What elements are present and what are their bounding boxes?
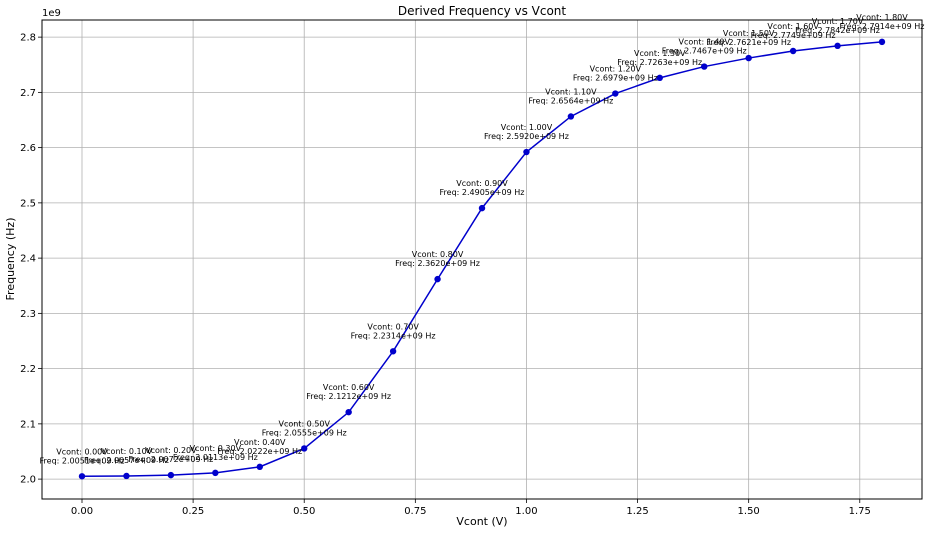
point-annotation-vcont: Vcont: 1.70V — [812, 17, 864, 26]
y-tick-label: 2.8 — [20, 33, 36, 44]
point-annotation-vcont: Vcont: 0.40V — [234, 438, 286, 447]
data-point — [78, 473, 86, 480]
y-tick-label: 2.0 — [20, 475, 36, 486]
chart-title: Derived Frequency vs Vcont — [398, 4, 567, 18]
point-annotation-freq: Freq: 2.0051e+09 Hz — [40, 456, 125, 465]
point-annotation-freq: Freq: 2.6979e+09 Hz — [573, 74, 658, 83]
data-point — [789, 47, 797, 55]
data-point — [167, 471, 175, 479]
point-annotation-freq: Freq: 2.2314e+09 Hz — [351, 331, 436, 340]
data-point — [434, 275, 441, 283]
data-point — [567, 113, 575, 120]
point-annotation-vcont: Vcont: 1.30V — [634, 49, 686, 58]
y-tick-label: 2.7 — [20, 88, 36, 99]
point-annotation-freq: Freq: 2.7263e+09 Hz — [617, 58, 702, 67]
plot-frame — [41, 19, 923, 500]
y-tick-label: 2.5 — [20, 198, 36, 209]
x-tick-label: 0.75 — [404, 506, 426, 517]
x-tick-label: 0.25 — [182, 506, 204, 517]
point-annotation-freq: Freq: 2.4905e+09 Hz — [440, 188, 525, 197]
point-annotation-vcont: Vcont: 1.00V — [501, 123, 553, 132]
point-annotation-freq: Freq: 2.5920e+09 Hz — [484, 132, 569, 141]
point-annotation-vcont: Vcont: 1.10V — [545, 87, 597, 96]
x-tick-label: 0.50 — [293, 506, 315, 517]
y-tick-label: 2.2 — [20, 364, 36, 375]
x-ticks: 0.00 0.25 0.50 0.75 1.00 1.25 1.50 1.75 — [71, 499, 871, 517]
y-tick-label: 2.6 — [20, 143, 36, 154]
data-point — [212, 469, 219, 477]
point-annotation-vcont: Vcont: 0.70V — [367, 322, 419, 331]
data-point — [878, 38, 886, 46]
x-tick-label: 0.00 — [71, 506, 93, 517]
series-layer — [78, 38, 886, 480]
grid-layer — [42, 20, 922, 499]
point-annotation-freq: Freq: 2.7914e+09 Hz — [840, 22, 925, 31]
data-point — [834, 42, 841, 50]
point-annotation-vcont: Vcont: 0.60V — [323, 383, 375, 392]
data-point — [523, 148, 530, 156]
y-tick-label: 2.3 — [20, 309, 36, 320]
point-annotation-freq: Freq: 2.3620e+09 Hz — [395, 259, 480, 268]
x-axis-label: Vcont (V) — [456, 515, 507, 528]
data-point — [389, 348, 397, 355]
point-annotation-freq: Freq: 2.6564e+09 Hz — [528, 96, 613, 105]
x-tick-label: 1.25 — [626, 506, 648, 517]
point-annotation-vcont: Vcont: 1.20V — [590, 65, 642, 74]
point-annotation-vcont: Vcont: 1.80V — [856, 13, 908, 22]
y-ticks: 2.0 2.1 2.2 2.3 2.4 2.5 2.6 2.7 2.8 — [20, 33, 42, 486]
point-annotation-vcont: Vcont: 1.40V — [678, 38, 730, 47]
point-annotation-freq: Freq: 2.7749e+09 Hz — [751, 31, 836, 40]
y-tick-label: 2.4 — [20, 254, 36, 265]
point-annotation-vcont: Vcont: 1.60V — [767, 22, 819, 31]
point-annotation-vcont: Vcont: 0.10V — [101, 447, 153, 456]
point-annotation-vcont: Vcont: 0.00V — [56, 447, 108, 456]
y-axis-label: Frequency (Hz) — [4, 218, 17, 301]
point-annotation-freq: Freq: 2.7621e+09 Hz — [706, 38, 791, 47]
point-annotation-vcont: Vcont: 0.80V — [412, 250, 464, 259]
y-offset-label: 1e9 — [42, 8, 61, 19]
data-point — [478, 204, 486, 212]
point-annotation-freq: Freq: 2.0072e+09 Hz — [128, 455, 213, 464]
point-annotation-freq: Freq: 2.7467e+09 Hz — [662, 47, 747, 56]
x-tick-label: 1.00 — [515, 506, 537, 517]
point-annotation-freq: Freq: 2.0057e+09 Hz — [84, 456, 169, 465]
data-point — [345, 408, 352, 416]
point-annotation-vcont: Vcont: 0.90V — [456, 179, 508, 188]
point-annotation-freq: Freq: 2.1212e+09 Hz — [306, 392, 391, 401]
data-point — [701, 63, 708, 70]
point-annotation-vcont: Vcont: 0.50V — [278, 419, 330, 428]
x-tick-label: 1.75 — [849, 506, 871, 517]
data-point — [612, 90, 619, 97]
series-line — [81, 41, 883, 478]
point-annotation-freq: Freq: 2.0113e+09 Hz — [173, 453, 258, 462]
data-point — [301, 445, 308, 452]
x-tick-label: 1.50 — [738, 506, 760, 517]
point-annotation-vcont: Vcont: 1.50V — [723, 29, 775, 38]
point-annotation-vcont: Vcont: 0.30V — [190, 444, 242, 453]
data-point — [123, 472, 130, 480]
y-tick-label: 2.1 — [20, 419, 36, 430]
point-annotation-vcont: Vcont: 0.20V — [145, 446, 197, 455]
data-point — [256, 463, 263, 471]
point-annotation-freq: Freq: 2.7842e+09 Hz — [795, 26, 880, 35]
data-point — [656, 74, 663, 82]
data-point — [745, 54, 752, 62]
point-annotation-freq: Freq: 2.0222e+09 Hz — [217, 447, 302, 456]
point-annotation-freq: Freq: 2.0555e+09 Hz — [262, 428, 347, 437]
